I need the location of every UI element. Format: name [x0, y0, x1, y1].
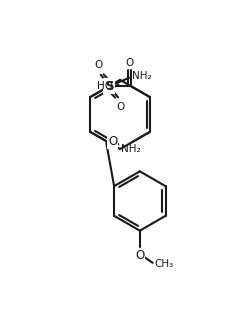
Text: S: S	[105, 79, 114, 93]
Text: CH₃: CH₃	[154, 259, 173, 269]
Text: O: O	[117, 102, 125, 112]
Text: HO: HO	[97, 81, 113, 91]
Text: O: O	[135, 249, 144, 262]
Text: NH₂: NH₂	[132, 71, 151, 81]
Text: O: O	[95, 60, 103, 70]
Text: O: O	[126, 58, 134, 68]
Text: O: O	[108, 135, 117, 148]
Text: NH₂: NH₂	[121, 144, 141, 154]
